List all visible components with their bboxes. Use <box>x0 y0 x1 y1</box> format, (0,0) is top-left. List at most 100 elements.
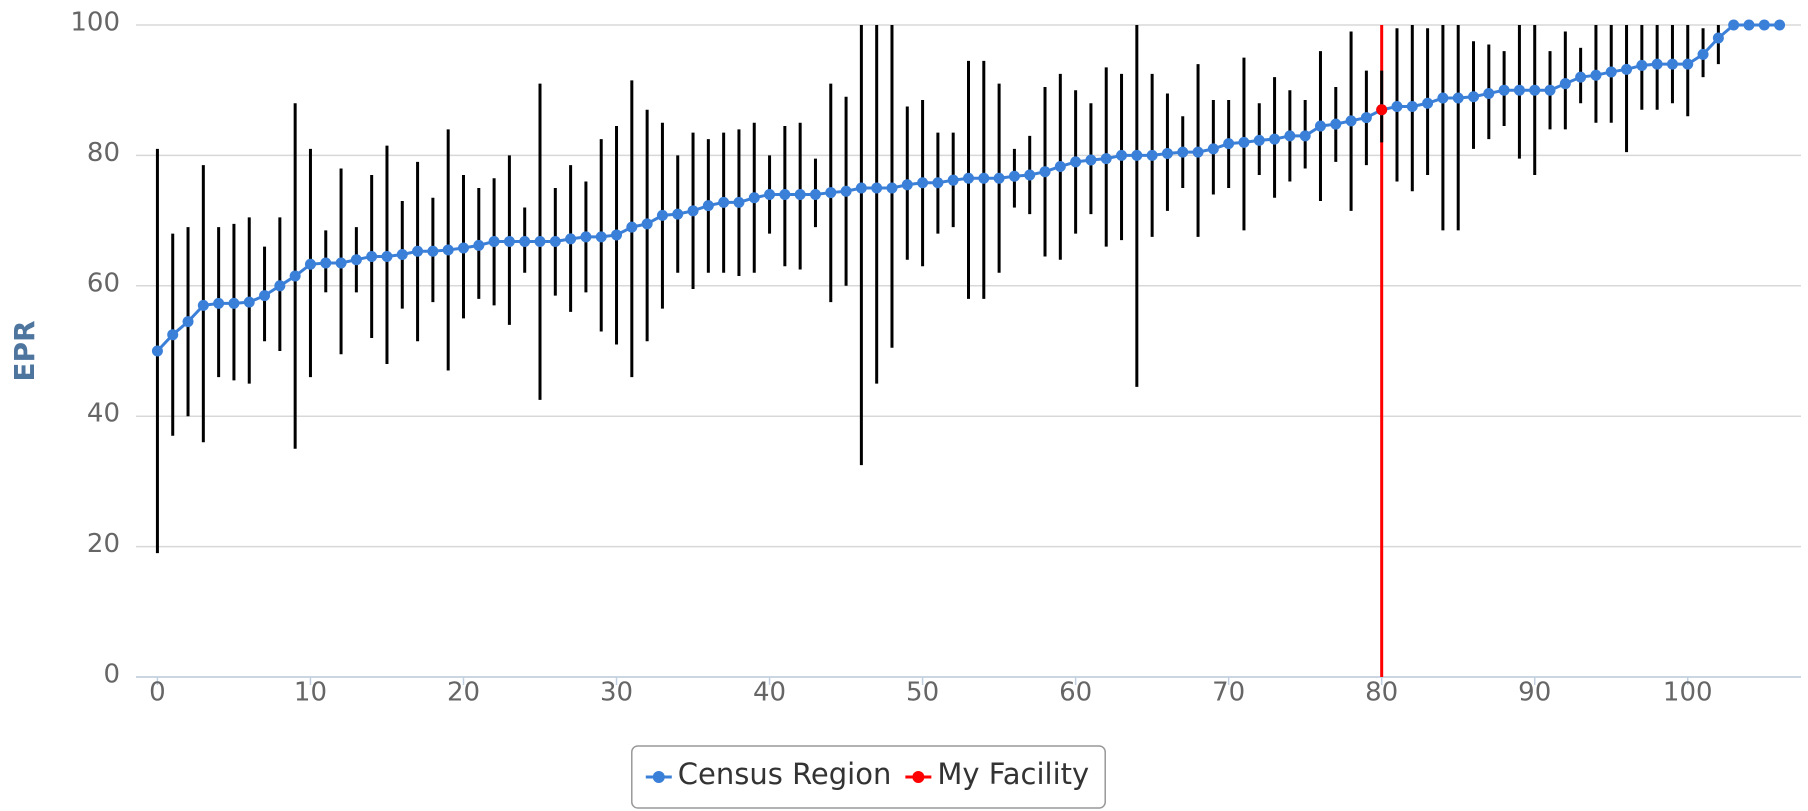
point-marker <box>1192 146 1204 158</box>
point-marker <box>473 239 485 251</box>
legend-item[interactable]: My Facility <box>905 757 1089 791</box>
point-marker <box>366 250 378 262</box>
point-marker <box>718 196 730 208</box>
point-marker <box>1406 101 1418 112</box>
y-tick-label: 100 <box>70 8 120 38</box>
point-marker <box>427 245 439 257</box>
point-marker <box>1422 97 1434 109</box>
point-marker <box>993 172 1005 184</box>
point-marker <box>1207 143 1219 155</box>
point-marker <box>396 249 408 261</box>
point-marker <box>335 257 347 269</box>
point-marker <box>304 258 316 270</box>
x-tick-label: 0 <box>149 678 166 708</box>
point-marker <box>1330 118 1342 130</box>
point-marker <box>1636 59 1648 71</box>
point-marker <box>1682 58 1694 70</box>
point-marker <box>565 233 577 245</box>
point-marker <box>549 235 561 247</box>
point-marker <box>886 182 898 194</box>
point-marker <box>1284 130 1296 142</box>
point-marker <box>626 221 638 233</box>
point-marker <box>228 297 240 309</box>
point-marker <box>1513 84 1525 96</box>
point-marker <box>1483 87 1495 99</box>
point-marker <box>1452 92 1464 104</box>
point-marker <box>197 299 209 311</box>
point-marker <box>748 192 760 204</box>
legend-item[interactable]: Census Region <box>645 757 892 791</box>
point-marker <box>855 182 867 194</box>
point-marker <box>595 231 607 243</box>
y-tick-label: 80 <box>87 138 120 168</box>
point-marker <box>182 316 194 328</box>
point-marker <box>840 185 852 197</box>
point-marker <box>1238 136 1250 148</box>
point-marker <box>519 235 531 247</box>
point-marker <box>1590 69 1602 81</box>
point-marker <box>320 257 332 269</box>
point-marker <box>1621 63 1633 75</box>
point-marker <box>702 200 714 212</box>
point-marker <box>167 329 179 341</box>
point-marker <box>656 209 668 221</box>
point-marker <box>1039 166 1051 178</box>
point-marker <box>1544 84 1556 96</box>
point-marker <box>1299 130 1311 142</box>
point-marker <box>457 242 469 254</box>
point-marker <box>1345 115 1357 127</box>
point-marker <box>871 182 883 194</box>
point-marker <box>1054 160 1066 172</box>
x-tick-label: 60 <box>1059 678 1092 708</box>
point-marker <box>1498 84 1510 96</box>
point-marker <box>259 290 271 302</box>
point-marker <box>580 231 592 243</box>
point-marker <box>1116 149 1128 161</box>
y-axis-title: EPR <box>8 320 41 381</box>
legend-label: My Facility <box>937 757 1089 791</box>
point-marker <box>1008 170 1020 182</box>
legend-symbol-marker <box>652 771 665 783</box>
point-marker <box>1651 58 1663 70</box>
y-tick-label: 0 <box>103 660 120 690</box>
y-tick-label: 60 <box>87 268 120 298</box>
point-marker <box>213 297 225 309</box>
point-marker <box>151 345 163 357</box>
point-marker <box>687 205 699 217</box>
point-marker <box>289 270 301 282</box>
point-marker <box>1269 133 1281 145</box>
x-tick-label: 40 <box>753 678 786 708</box>
point-marker <box>243 296 255 308</box>
point-marker <box>1070 156 1082 168</box>
x-tick-label: 70 <box>1212 678 1245 708</box>
point-marker <box>1131 149 1143 161</box>
point-marker <box>1728 19 1740 31</box>
point-marker <box>779 189 791 201</box>
point-marker <box>932 177 944 189</box>
point-marker <box>672 208 684 220</box>
x-tick-label: 50 <box>906 678 939 708</box>
point-marker <box>1360 112 1372 124</box>
y-tick-label: 40 <box>87 399 120 429</box>
x-tick-label: 30 <box>600 678 633 708</box>
point-marker <box>1376 104 1388 116</box>
point-marker <box>901 179 913 191</box>
legend-symbol-marker <box>912 771 925 783</box>
point-marker <box>1314 120 1326 132</box>
point-marker <box>1575 71 1587 83</box>
x-tick-label: 90 <box>1518 678 1551 708</box>
point-marker <box>274 280 286 292</box>
legend-label: Census Region <box>678 757 892 791</box>
x-tick-label: 10 <box>294 678 327 708</box>
point-marker <box>1666 58 1678 70</box>
point-marker <box>1529 84 1541 96</box>
point-marker <box>1437 92 1449 104</box>
point-marker <box>1559 78 1571 90</box>
legend: Census Region My Facility <box>631 745 1106 809</box>
x-tick-label: 80 <box>1365 678 1398 708</box>
point-marker <box>381 250 393 262</box>
point-marker <box>1177 146 1189 158</box>
point-marker <box>1223 138 1235 150</box>
x-tick-label: 20 <box>447 678 480 708</box>
